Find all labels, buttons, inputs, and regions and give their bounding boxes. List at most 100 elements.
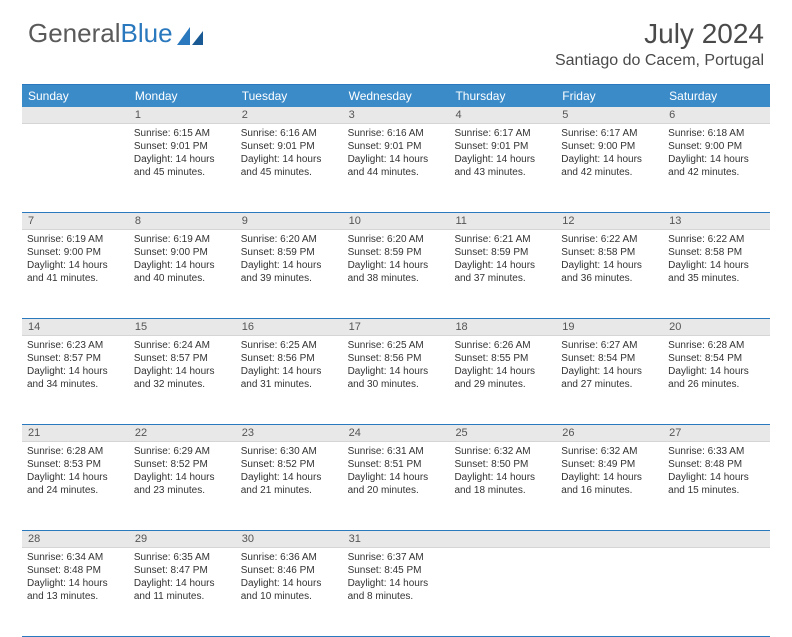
day-cell-line: Sunrise: 6:22 AM — [561, 233, 658, 246]
day-cell-line: Sunset: 9:00 PM — [668, 140, 765, 153]
day-number-row: 14151617181920 — [22, 319, 770, 335]
day-cell-line: Sunset: 9:00 PM — [134, 246, 231, 259]
day-number: 14 — [22, 319, 129, 335]
day-cell-line: Sunrise: 6:37 AM — [348, 551, 445, 564]
day-number — [449, 531, 556, 547]
day-number: 27 — [663, 425, 770, 441]
day-cell-line: and 34 minutes. — [27, 378, 124, 391]
weekday-header: Tuesday — [236, 85, 343, 107]
day-number: 20 — [663, 319, 770, 335]
day-cell — [22, 124, 129, 212]
day-cell-line: and 16 minutes. — [561, 484, 658, 497]
day-number: 26 — [556, 425, 663, 441]
day-cell-line: Sunset: 9:01 PM — [241, 140, 338, 153]
logo-sail-icon — [177, 27, 203, 45]
day-cell-line: and 30 minutes. — [348, 378, 445, 391]
day-number: 10 — [343, 213, 450, 229]
day-number: 18 — [449, 319, 556, 335]
day-cell-line: Sunrise: 6:27 AM — [561, 339, 658, 352]
day-cell: Sunrise: 6:26 AMSunset: 8:55 PMDaylight:… — [449, 336, 556, 424]
day-cell-line: Sunset: 9:01 PM — [454, 140, 551, 153]
day-cell-line: Sunset: 8:46 PM — [241, 564, 338, 577]
day-cell-line: Sunrise: 6:29 AM — [134, 445, 231, 458]
day-cell: Sunrise: 6:18 AMSunset: 9:00 PMDaylight:… — [663, 124, 770, 212]
day-cell-line: and 45 minutes. — [241, 166, 338, 179]
title-block: July 2024 Santiago do Cacem, Portugal — [555, 18, 764, 70]
page-header: GeneralBlue July 2024 Santiago do Cacem,… — [0, 0, 792, 76]
day-cell-line: Sunset: 8:58 PM — [561, 246, 658, 259]
day-number: 2 — [236, 107, 343, 123]
day-cell-line: Sunrise: 6:17 AM — [454, 127, 551, 140]
day-cell-line: Sunset: 8:45 PM — [348, 564, 445, 577]
day-cell-line: Sunset: 8:56 PM — [241, 352, 338, 365]
day-cell — [449, 548, 556, 636]
day-cell-line: and 35 minutes. — [668, 272, 765, 285]
day-cell-line: Daylight: 14 hours — [561, 153, 658, 166]
location-label: Santiago do Cacem, Portugal — [555, 52, 764, 70]
day-cell-line: Sunset: 8:48 PM — [27, 564, 124, 577]
day-cell-line: Sunrise: 6:34 AM — [27, 551, 124, 564]
day-cell-line: Daylight: 14 hours — [134, 259, 231, 272]
day-cell-line: Sunset: 8:55 PM — [454, 352, 551, 365]
day-number: 29 — [129, 531, 236, 547]
day-cell-line: Daylight: 14 hours — [348, 577, 445, 590]
week-row: Sunrise: 6:28 AMSunset: 8:53 PMDaylight:… — [22, 441, 770, 531]
day-cell: Sunrise: 6:34 AMSunset: 8:48 PMDaylight:… — [22, 548, 129, 636]
day-cell: Sunrise: 6:15 AMSunset: 9:01 PMDaylight:… — [129, 124, 236, 212]
day-cell-line: Sunrise: 6:18 AM — [668, 127, 765, 140]
day-cell-line: Sunrise: 6:16 AM — [348, 127, 445, 140]
day-cell-line: and 27 minutes. — [561, 378, 658, 391]
day-cell-line: and 45 minutes. — [134, 166, 231, 179]
day-cell: Sunrise: 6:28 AMSunset: 8:53 PMDaylight:… — [22, 442, 129, 530]
day-cell-line: Daylight: 14 hours — [134, 153, 231, 166]
day-cell-line: Daylight: 14 hours — [561, 471, 658, 484]
day-number: 28 — [22, 531, 129, 547]
day-number: 31 — [343, 531, 450, 547]
day-number: 3 — [343, 107, 450, 123]
logo: GeneralBlue — [28, 18, 203, 49]
day-cell-line: Daylight: 14 hours — [241, 153, 338, 166]
day-cell: Sunrise: 6:22 AMSunset: 8:58 PMDaylight:… — [663, 230, 770, 318]
day-cell-line: Sunrise: 6:36 AM — [241, 551, 338, 564]
day-cell-line: Daylight: 14 hours — [241, 259, 338, 272]
day-number: 13 — [663, 213, 770, 229]
day-cell-line: Sunrise: 6:22 AM — [668, 233, 765, 246]
day-cell-line: Sunset: 9:00 PM — [561, 140, 658, 153]
day-number: 15 — [129, 319, 236, 335]
day-cell: Sunrise: 6:22 AMSunset: 8:58 PMDaylight:… — [556, 230, 663, 318]
day-cell-line: Sunrise: 6:19 AM — [134, 233, 231, 246]
day-cell: Sunrise: 6:36 AMSunset: 8:46 PMDaylight:… — [236, 548, 343, 636]
day-number: 24 — [343, 425, 450, 441]
day-cell-line: Daylight: 14 hours — [27, 471, 124, 484]
day-cell: Sunrise: 6:16 AMSunset: 9:01 PMDaylight:… — [343, 124, 450, 212]
day-cell-line: Sunset: 8:52 PM — [241, 458, 338, 471]
day-number: 21 — [22, 425, 129, 441]
day-cell-line: Daylight: 14 hours — [348, 259, 445, 272]
day-cell-line: Sunset: 8:49 PM — [561, 458, 658, 471]
day-cell-line: and 42 minutes. — [561, 166, 658, 179]
day-cell-line: Daylight: 14 hours — [348, 153, 445, 166]
day-cell: Sunrise: 6:29 AMSunset: 8:52 PMDaylight:… — [129, 442, 236, 530]
day-cell: Sunrise: 6:25 AMSunset: 8:56 PMDaylight:… — [236, 336, 343, 424]
day-cell: Sunrise: 6:33 AMSunset: 8:48 PMDaylight:… — [663, 442, 770, 530]
day-cell-line: Sunrise: 6:15 AM — [134, 127, 231, 140]
weekday-header: Friday — [556, 85, 663, 107]
day-cell-line: Sunrise: 6:28 AM — [27, 445, 124, 458]
day-cell-line: and 20 minutes. — [348, 484, 445, 497]
day-cell-line: Daylight: 14 hours — [27, 577, 124, 590]
day-number — [663, 531, 770, 547]
day-cell-line: Sunset: 8:51 PM — [348, 458, 445, 471]
week-row: Sunrise: 6:19 AMSunset: 9:00 PMDaylight:… — [22, 229, 770, 319]
week-row: Sunrise: 6:34 AMSunset: 8:48 PMDaylight:… — [22, 547, 770, 637]
day-cell-line: and 38 minutes. — [348, 272, 445, 285]
day-cell-line: and 10 minutes. — [241, 590, 338, 603]
day-cell: Sunrise: 6:19 AMSunset: 9:00 PMDaylight:… — [22, 230, 129, 318]
day-number — [22, 107, 129, 123]
day-cell-line: Sunrise: 6:24 AM — [134, 339, 231, 352]
day-cell-line: Daylight: 14 hours — [241, 577, 338, 590]
day-cell-line: Daylight: 14 hours — [27, 365, 124, 378]
day-cell-line: and 24 minutes. — [27, 484, 124, 497]
day-cell-line: Daylight: 14 hours — [454, 365, 551, 378]
day-cell: Sunrise: 6:16 AMSunset: 9:01 PMDaylight:… — [236, 124, 343, 212]
day-cell-line: Sunrise: 6:31 AM — [348, 445, 445, 458]
